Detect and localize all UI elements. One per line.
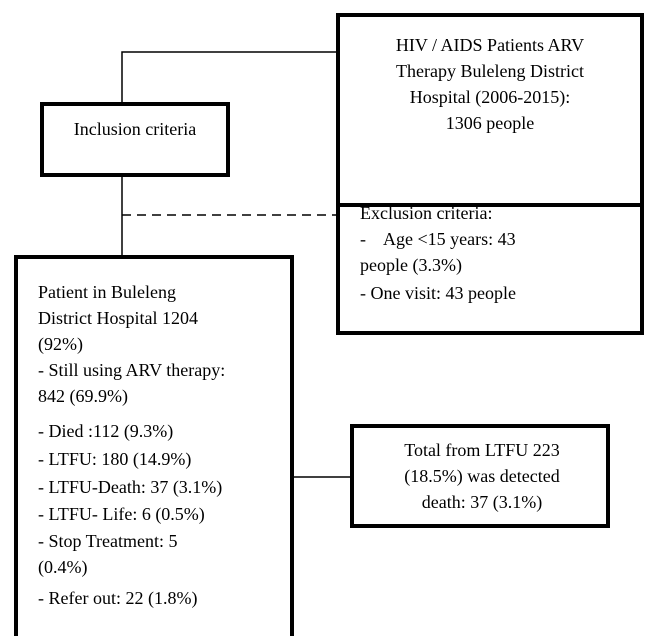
population-box bbox=[336, 13, 644, 207]
node-text: District Hospital 1204 bbox=[38, 308, 198, 328]
node-text: - LTFU: 180 (14.9%) bbox=[38, 449, 191, 470]
node-text: death: 37 (3.1%) bbox=[422, 492, 542, 513]
node-text: 842 (69.9%) bbox=[38, 386, 128, 407]
connector bbox=[121, 51, 338, 104]
node-text: Total from LTFU 223 bbox=[404, 440, 560, 460]
node-text: 1306 people bbox=[446, 113, 534, 133]
node-text: (18.5%) was detected bbox=[404, 466, 559, 487]
node-text: - One visit: 43 people bbox=[360, 283, 516, 303]
node-text: (0.4%) bbox=[38, 557, 87, 578]
node-text: Therapy Buleleng District bbox=[396, 61, 584, 81]
node-text: - Age <15 years: 43 bbox=[360, 229, 516, 249]
node-text: Inclusion criteria bbox=[74, 119, 196, 139]
node-text: - LTFU- Life: 6 (0.5%) bbox=[38, 504, 205, 525]
node-text: Exclusion criteria: bbox=[360, 203, 492, 223]
node-text: - Still using ARV therapy: bbox=[38, 360, 225, 380]
node-text: people (3.3%) bbox=[360, 255, 462, 276]
patients-box bbox=[14, 255, 294, 636]
node-text: - Died :112 (9.3%) bbox=[38, 421, 173, 442]
inclusion-box bbox=[40, 102, 230, 177]
node-text: - Refer out: 22 (1.8%) bbox=[38, 588, 197, 609]
exclusion-box bbox=[336, 203, 644, 335]
node-text: Patient in Buleleng bbox=[38, 282, 176, 302]
ltfu-box bbox=[350, 424, 610, 528]
node-text: HIV / AIDS Patients ARV bbox=[396, 35, 584, 55]
node-text: Hospital (2006-2015): bbox=[410, 87, 570, 108]
node-text: - LTFU-Death: 37 (3.1%) bbox=[38, 477, 222, 498]
node-text: - Stop Treatment: 5 bbox=[38, 531, 178, 551]
node-text: (92%) bbox=[38, 334, 83, 355]
